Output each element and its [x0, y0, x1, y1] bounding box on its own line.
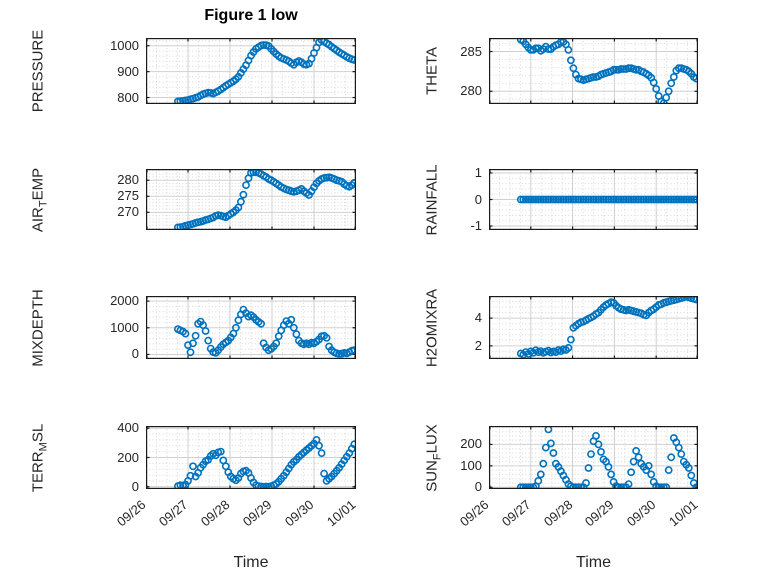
y-axis-label-theta: THETA — [424, 47, 441, 95]
x-axis-label-left: Time — [233, 554, 269, 571]
y-tick-label-terr-msl: 200 — [117, 449, 139, 465]
data-series-theta — [516, 38, 698, 104]
y-tick-label-theta: 280 — [460, 83, 482, 99]
y-axis-label-text: SL — [29, 423, 47, 442]
axes-box-pressure — [146, 38, 356, 104]
plot-area-sun-flux — [489, 426, 698, 489]
plot-area-rainfall — [489, 169, 698, 230]
y-axis-label-terr-msl: TERRMSL — [29, 423, 50, 492]
y-tick-label-mixdepth: 2000 — [110, 293, 139, 309]
axes-box-sun-flux — [489, 426, 698, 489]
data-series-pressure — [174, 38, 356, 104]
y-tick-label-rainfall: 1 — [474, 164, 482, 180]
minor-grid-mixdepth — [146, 296, 356, 359]
data-series-sun-flux — [516, 426, 698, 489]
y-tick-label-h2omixra: 2 — [474, 337, 482, 353]
y-tick-label-theta: 285 — [460, 43, 482, 59]
y-axis-label-mixdepth: MIXDEPTH — [30, 289, 47, 367]
plot-area-mixdepth — [146, 296, 356, 359]
plot-area-h2omixra — [489, 296, 698, 359]
y-tick-label-mixdepth: 1000 — [110, 319, 139, 335]
y-axis-label-pressure: PRESSURE — [30, 30, 47, 113]
y-tick-label-air-temp: 270 — [117, 204, 139, 220]
y-tick-label-h2omixra: 4 — [474, 310, 482, 326]
x-axis-label-right: Time — [576, 554, 611, 571]
plot-area-terr-msl — [146, 426, 356, 489]
y-tick-label-terr-msl: 400 — [117, 420, 139, 436]
y-axis-label-air-temp: AIRTEMP — [29, 167, 50, 232]
axes-box-mixdepth — [146, 296, 356, 359]
y-tick-label-pressure: 1000 — [110, 37, 139, 53]
y-tick-label-rainfall: -1 — [470, 218, 482, 234]
data-series-rainfall — [516, 195, 698, 204]
y-tick-label-mixdepth: 0 — [131, 346, 139, 362]
axes-box-air-temp — [146, 169, 356, 230]
y-axis-label-text: TERR — [29, 450, 47, 492]
y-axis-label-text: AIR — [29, 206, 47, 232]
y-tick-label-sun-flux: 0 — [474, 479, 482, 495]
axes-box-h2omixra — [489, 296, 698, 359]
data-series-terr-msl — [174, 435, 356, 489]
y-axis-label-text: MIXDEPTH — [29, 288, 47, 367]
y-tick-label-rainfall: 0 — [474, 191, 482, 207]
y-axis-label-rainfall: RAINFALL — [424, 164, 441, 235]
y-tick-label-air-temp: 280 — [117, 172, 139, 188]
plot-area-air-temp — [146, 169, 356, 230]
y-axis-label-subscript: F — [431, 452, 444, 460]
y-axis-label-text: H2OMIXRA — [423, 288, 441, 367]
y-tick-label-air-temp: 275 — [117, 188, 139, 204]
data-series-h2omixra — [516, 296, 698, 359]
y-axis-label-text: LUX — [423, 423, 441, 453]
y-axis-label-text: PRESSURE — [29, 29, 47, 113]
y-axis-label-subscript: M — [37, 441, 50, 451]
plot-area-theta — [489, 38, 698, 104]
axes-box-rainfall — [489, 169, 698, 230]
axes-box-terr-msl — [146, 426, 356, 489]
y-axis-label-h2omixra: H2OMIXRA — [424, 288, 441, 366]
plot-area-pressure — [146, 38, 356, 104]
data-series-mixdepth — [173, 305, 356, 358]
y-tick-label-terr-msl: 0 — [131, 478, 139, 494]
minor-grid-pressure — [146, 38, 356, 104]
y-axis-label-sun-flux: SUNFLUX — [423, 423, 444, 492]
y-axis-label-text: RAINFALL — [423, 164, 441, 235]
y-axis-label-text: EMP — [29, 167, 47, 200]
data-series-air-temp — [174, 169, 356, 230]
axes-box-theta — [489, 38, 698, 104]
y-axis-label-text: THETA — [423, 46, 441, 96]
y-tick-label-sun-flux: 200 — [460, 436, 482, 452]
y-tick-label-pressure: 900 — [117, 63, 139, 79]
y-axis-label-text: SUN — [423, 459, 441, 492]
y-axis-label-subscript: T — [37, 199, 50, 207]
y-tick-label-pressure: 800 — [117, 89, 139, 105]
y-tick-label-sun-flux: 100 — [460, 457, 482, 473]
figure-title: Figure 1 low — [204, 7, 298, 24]
